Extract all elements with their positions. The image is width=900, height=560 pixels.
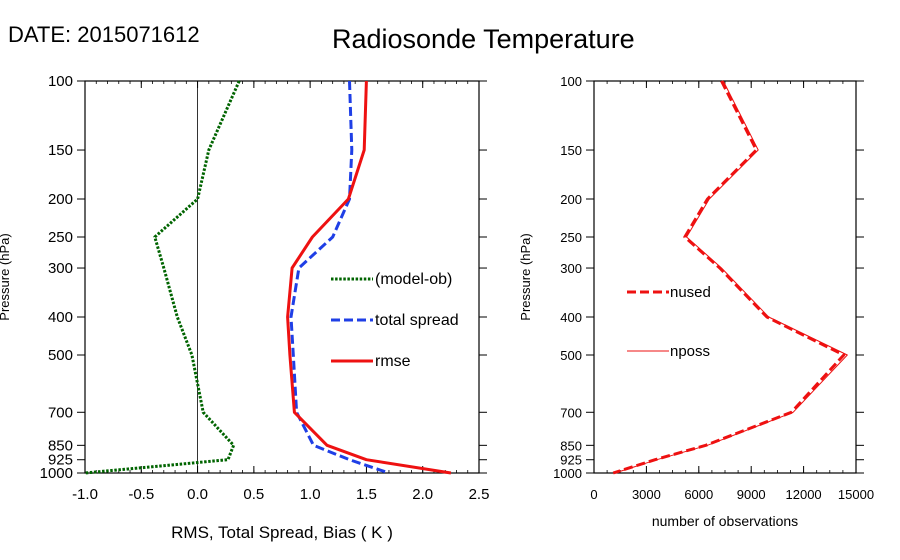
x-axis-label: number of observations: [652, 513, 798, 529]
chart-title: Radiosonde Temperature: [332, 24, 635, 54]
y-tick-label: 400: [560, 310, 582, 325]
legend-label: total spread: [375, 312, 459, 329]
y-tick-label: 100: [560, 74, 582, 89]
x-tick-label: -1.0: [72, 486, 98, 503]
x-tick-label: 0.5: [243, 486, 264, 503]
series-line-rmse: [286, 80, 452, 475]
y-tick-label: 700: [48, 404, 73, 421]
date-label: DATE: 2015071612: [8, 22, 200, 47]
y-tick-label: 150: [48, 142, 73, 159]
y-tick-label: 300: [560, 261, 582, 276]
x-tick-label: 12000: [786, 487, 822, 502]
series-line-nposs: [614, 80, 848, 474]
series-line-total-spread: [289, 80, 390, 475]
series-line-nused: [612, 80, 846, 475]
x-tick-label: 0.0: [187, 486, 208, 503]
plot-frame-1: [593, 80, 857, 474]
y-tick-label: 300: [48, 260, 73, 277]
y-tick-label: 200: [560, 192, 582, 207]
x-tick-label: 3000: [632, 487, 661, 502]
plot-frame-0: [84, 80, 480, 474]
y-tick-label: 250: [560, 230, 582, 245]
legend-label: nposs: [670, 343, 710, 360]
y-tick-label: 500: [48, 347, 73, 364]
y-tick-label: 150: [560, 143, 582, 158]
x-tick-label: 6000: [684, 487, 713, 502]
y-tick-label: 100: [48, 73, 73, 90]
y-tick-label: 1000: [40, 465, 73, 482]
y-tick-label: 400: [48, 309, 73, 326]
x-tick-label: 9000: [737, 487, 766, 502]
x-tick-label: 0: [590, 487, 597, 502]
y-tick-label: 500: [560, 348, 582, 363]
x-tick-label: 1.5: [356, 486, 377, 503]
y-tick-label: 850: [560, 438, 582, 453]
y-axis-label: Pressure (hPa): [518, 233, 533, 320]
x-tick-label: -0.5: [128, 486, 154, 503]
legend-label: (model-ob): [375, 271, 452, 288]
y-tick-label: 925: [560, 453, 582, 468]
x-tick-label: 2.0: [412, 486, 433, 503]
y-tick-label: 925: [48, 452, 73, 469]
y-tick-label: 200: [48, 191, 73, 208]
x-tick-label: 2.5: [469, 486, 490, 503]
x-tick-label: 15000: [838, 487, 874, 502]
y-tick-label: 700: [560, 405, 582, 420]
y-tick-label: 850: [48, 437, 73, 454]
y-axis-label: Pressure (hPa): [0, 233, 12, 320]
y-tick-label: 1000: [553, 466, 582, 481]
legend-label: rmse: [375, 353, 411, 370]
y-tick-label: 250: [48, 229, 73, 246]
x-tick-label: 1.0: [300, 486, 321, 503]
series-line-model-ob: [84, 80, 241, 475]
legend-label: nused: [670, 284, 711, 301]
x-axis-label: RMS, Total Spread, Bias ( K ): [171, 523, 393, 542]
